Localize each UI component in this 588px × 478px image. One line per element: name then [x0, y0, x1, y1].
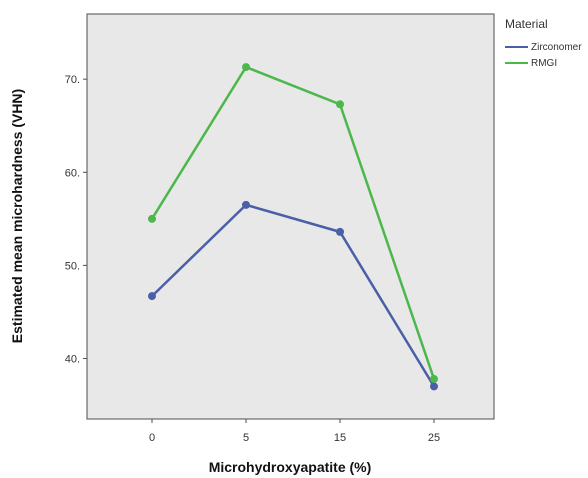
y-tick-label: 40. — [65, 353, 80, 365]
y-axis-ticks: 40. 50. 60. 70. — [65, 74, 87, 365]
y-tick-label: 70. — [65, 74, 80, 86]
data-point-zirconomer — [430, 382, 438, 391]
y-axis-title: Estimated mean microhardness (VHN) — [9, 89, 25, 343]
data-point-rmgi — [148, 214, 156, 223]
data-point-rmgi — [336, 100, 344, 109]
legend: Material Zirconomer RMGI — [505, 17, 582, 69]
legend-label-zirconomer: Zirconomer — [531, 42, 582, 53]
y-tick-label: 50. — [65, 260, 80, 272]
x-tick-label: 5 — [243, 432, 249, 444]
x-tick-label: 0 — [149, 432, 155, 444]
x-axis-title: Microhydroxyapatite (%) — [209, 459, 372, 475]
data-point-rmgi — [242, 63, 250, 72]
y-tick-label: 60. — [65, 167, 80, 179]
data-point-zirconomer — [336, 227, 344, 236]
legend-title: Material — [505, 17, 548, 31]
series-layer — [148, 63, 438, 391]
data-point-zirconomer — [148, 292, 156, 301]
x-axis-ticks: 0 5 15 25 — [149, 419, 440, 444]
series-line-zirconomer — [151, 203, 436, 388]
series-line-rmgi — [150, 65, 436, 380]
legend-label-rmgi: RMGI — [531, 58, 557, 69]
data-point-rmgi — [430, 374, 438, 383]
data-point-zirconomer — [242, 200, 250, 209]
x-tick-label: 25 — [428, 432, 440, 444]
x-tick-label: 15 — [334, 432, 346, 444]
